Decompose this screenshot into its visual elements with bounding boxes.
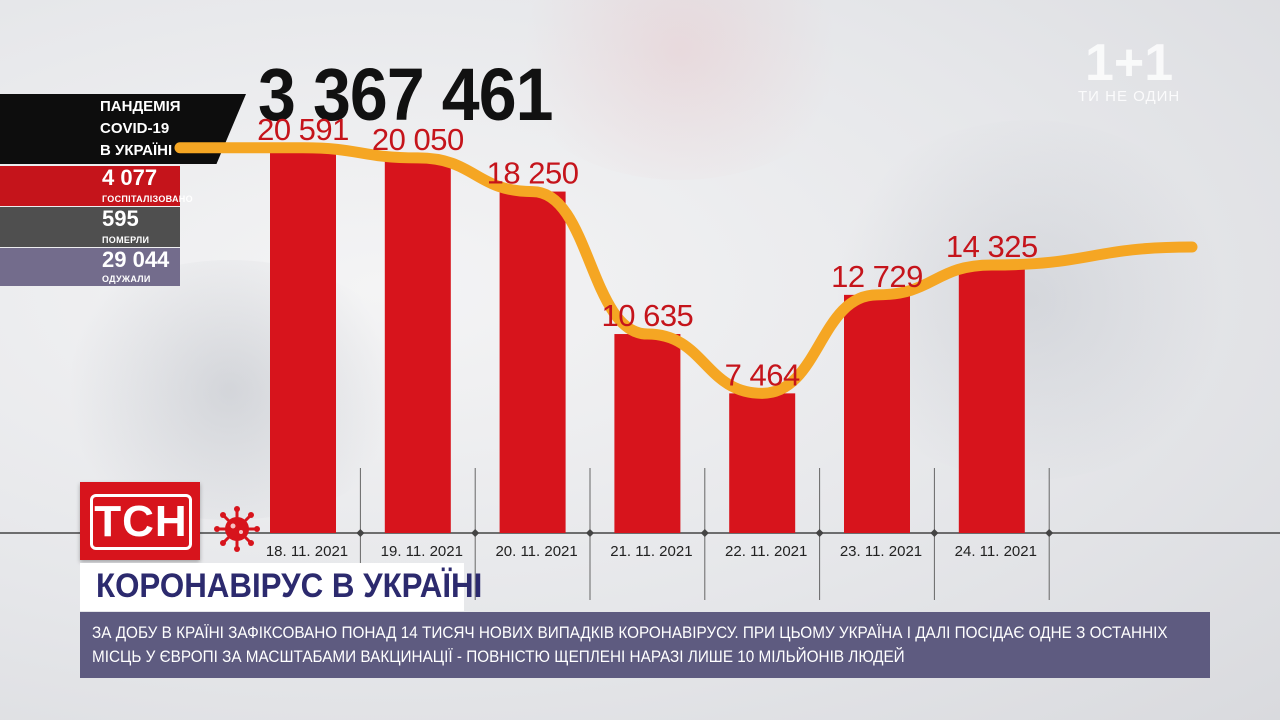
x-tick-label: 20. 11. 2021 bbox=[495, 543, 577, 560]
panel-title-line: ПАНДЕМІЯ bbox=[100, 98, 181, 115]
bar-value-label: 20 591 bbox=[257, 112, 349, 147]
bar bbox=[270, 147, 336, 533]
bar-value-label: 10 635 bbox=[601, 298, 693, 333]
separator-marker bbox=[1045, 529, 1054, 537]
headline-banner: КОРОНАВІРУС В УКРАЇНІ bbox=[80, 563, 482, 611]
bar-value-label: 12 729 bbox=[831, 259, 923, 294]
logo-mark: 1+1 bbox=[1085, 34, 1174, 92]
stat-label: ОДУЖАЛИ bbox=[102, 274, 151, 284]
bar-value-label: 7 464 bbox=[725, 357, 800, 392]
stat-value: 29 044 bbox=[102, 247, 170, 272]
bar bbox=[844, 294, 910, 533]
stat-hospitalized: 4 077 ГОСПІТАЛІЗОВАНО bbox=[0, 165, 193, 206]
panel-title-line: В УКРАЇНІ bbox=[100, 142, 173, 159]
stat-deaths: 595 ПОМЕРЛИ bbox=[0, 207, 180, 247]
tsn-logo: ТСН bbox=[80, 482, 200, 560]
separator-marker bbox=[471, 529, 480, 537]
ticker-text: ЗА ДОБУ В КРАЇНІ ЗАФІКСОВАНО ПОНАД 14 ТИ… bbox=[92, 623, 1168, 666]
bar-value-label: 18 250 bbox=[487, 156, 579, 191]
channel-logo: 1+1 ТИ НЕ ОДИН bbox=[1078, 34, 1181, 105]
headline-text: КОРОНАВІРУС В УКРАЇНІ bbox=[96, 567, 483, 605]
virus-icon bbox=[214, 506, 260, 552]
separator-marker bbox=[930, 529, 939, 537]
bar bbox=[614, 334, 681, 533]
x-tick-label: 18. 11. 2021 bbox=[266, 543, 348, 560]
trend-line bbox=[174, 142, 1198, 399]
x-tick-label: 22. 11. 2021 bbox=[725, 543, 807, 560]
stat-value: 4 077 bbox=[102, 165, 158, 190]
logo-slogan: ТИ НЕ ОДИН bbox=[1078, 88, 1181, 105]
tsn-logo-text: ТСН bbox=[90, 494, 192, 550]
x-tick-label: 19. 11. 2021 bbox=[381, 543, 463, 560]
bar bbox=[958, 265, 1025, 533]
x-tick-label: 23. 11. 2021 bbox=[840, 543, 922, 560]
separator-marker bbox=[700, 529, 709, 537]
bar-value-label: 14 325 bbox=[946, 229, 1038, 264]
bar bbox=[729, 393, 796, 533]
bar bbox=[384, 157, 451, 533]
stat-label: ГОСПІТАЛІЗОВАНО bbox=[102, 194, 193, 204]
separator-marker bbox=[815, 529, 824, 537]
x-tick-label: 24. 11. 2021 bbox=[955, 543, 1037, 560]
news-ticker: ЗА ДОБУ В КРАЇНІ ЗАФІКСОВАНО ПОНАД 14 ТИ… bbox=[80, 612, 1210, 678]
stat-label: ПОМЕРЛИ bbox=[102, 235, 150, 245]
panel-title-line: COVID-19 bbox=[100, 120, 170, 137]
stat-value: 595 bbox=[102, 206, 139, 231]
total-cases: 3 367 461 bbox=[258, 53, 554, 136]
stat-recovered: 29 044 ОДУЖАЛИ bbox=[0, 248, 180, 286]
separator-marker bbox=[356, 529, 365, 537]
bar bbox=[499, 191, 566, 533]
separator-marker bbox=[586, 529, 594, 537]
x-tick-label: 21. 11. 2021 bbox=[610, 543, 692, 560]
bar-value-label: 20 050 bbox=[372, 122, 464, 157]
